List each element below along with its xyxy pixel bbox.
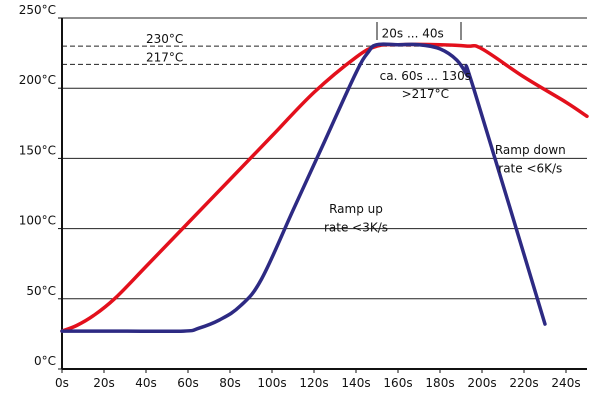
x-tick-label-220: 220s — [509, 376, 538, 390]
y-tick-label-200: 200°C — [19, 73, 56, 87]
reference-label-217: 217°C — [146, 50, 183, 64]
x-tick-label-140: 140s — [341, 376, 370, 390]
x-tick-label-0: 0s — [55, 376, 69, 390]
reference-lines: 230°C 217°C — [62, 32, 587, 65]
x-tick-label-100: 100s — [257, 376, 286, 390]
x-tick-label-40: 40s — [135, 376, 157, 390]
series-line-1 — [60, 42, 589, 333]
series-line-2 — [60, 42, 547, 334]
x-tick-label-240: 240s — [551, 376, 580, 390]
time-bracket — [376, 22, 462, 41]
annotation-7: rate <3K/s — [324, 220, 388, 234]
x-tick-label-60: 60s — [177, 376, 199, 390]
annotation-5: rate <6K/s — [498, 161, 562, 175]
annotation-3: >217°C — [402, 87, 449, 101]
y-tick-label-150: 150°C — [19, 143, 56, 157]
x-tick-label-180: 180s — [425, 376, 454, 390]
annotation-1: 20s ... 40s — [382, 27, 444, 41]
annotations: 20s ... 40s ca. 60s ... 130s >217°C Ramp do… — [324, 27, 566, 235]
annotation-4: Ramp down — [495, 143, 566, 157]
x-tick-label-80: 80s — [219, 376, 241, 390]
x-tick-label-120: 120s — [299, 376, 328, 390]
x-tick-label-200: 200s — [467, 376, 496, 390]
reference-label-230: 230°C — [146, 32, 183, 46]
y-tick-label-250: 250°C — [19, 3, 56, 17]
tick-labels: 0°C 50°C 100°C 150°C 200°C 250°C 0s 20s 40s 60s 80… — [19, 3, 581, 390]
annotation-6: Ramp up — [329, 202, 383, 216]
x-tick-label-20: 20s — [93, 376, 115, 390]
y-tick-label-100: 100°C — [19, 214, 56, 228]
gridlines — [62, 17, 587, 300]
y-tick-label-0: 0°C — [34, 354, 56, 368]
annotation-2: ca. 60s ... 130s — [380, 69, 471, 83]
y-tick-label-50: 50°C — [26, 284, 56, 298]
series-lines — [60, 42, 589, 334]
x-tick-label-160: 160s — [383, 376, 412, 390]
axes — [61, 18, 587, 370]
